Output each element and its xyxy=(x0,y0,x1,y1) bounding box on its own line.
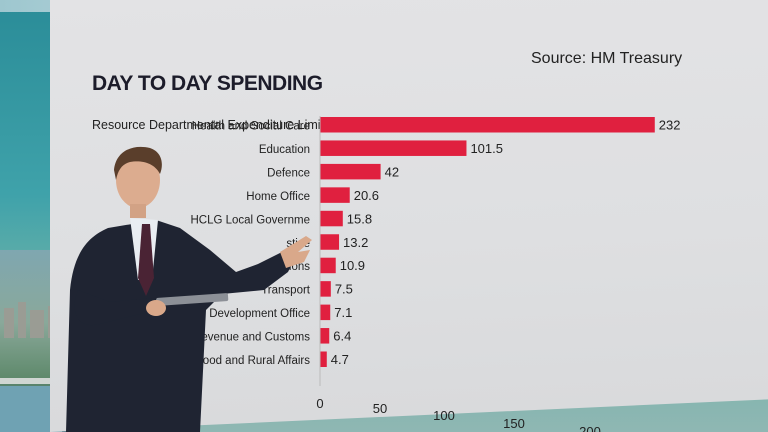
bar-value-label: 4.7 xyxy=(331,352,349,367)
backdrop-building xyxy=(18,302,26,338)
bar xyxy=(320,304,331,321)
bar xyxy=(320,210,343,227)
category-label: HCLG Local Governme xyxy=(190,214,310,226)
bar-value-label: 6.4 xyxy=(333,329,351,344)
presenter-figure xyxy=(66,146,312,432)
backdrop-building xyxy=(4,308,14,338)
bar-value-label: 7.5 xyxy=(335,282,353,297)
category-label: Defence xyxy=(267,167,310,179)
x-tick-label: 0 xyxy=(316,396,323,411)
category-label: Transport xyxy=(261,285,311,297)
category-label: Home Office xyxy=(246,191,310,203)
bar-value-label: 101.5 xyxy=(470,141,503,156)
category-label: h and Development Office xyxy=(177,308,310,320)
x-tick-label: 100 xyxy=(433,408,455,423)
bar xyxy=(320,187,350,203)
category-label: Health and Social Care xyxy=(192,121,310,133)
bar xyxy=(320,351,327,367)
bar xyxy=(320,163,381,180)
bar xyxy=(320,234,340,250)
category-label: nt, Food and Rural Affairs xyxy=(180,355,310,367)
bar xyxy=(320,281,331,297)
category-label: Education xyxy=(259,144,310,156)
x-tick-label: 150 xyxy=(503,416,525,431)
bar xyxy=(320,328,330,344)
chart-title: DAY TO DAY SPENDING xyxy=(92,72,323,95)
bar-value-label: 42 xyxy=(385,164,399,179)
bar-value-label: 13.2 xyxy=(343,235,368,250)
bar-value-label: 10.9 xyxy=(340,258,365,273)
bar xyxy=(320,257,336,274)
category-label: M Revenue and Customs xyxy=(180,332,310,344)
bar-value-label: 20.6 xyxy=(354,188,379,203)
backdrop-building xyxy=(30,310,44,338)
backdrop-bridge xyxy=(0,378,62,384)
x-tick-label: 50 xyxy=(373,401,387,416)
bar-value-label: 7.1 xyxy=(334,305,352,320)
bar-value-label: 15.8 xyxy=(347,211,372,226)
bar xyxy=(320,140,467,156)
x-tick-label: 200 xyxy=(579,424,601,432)
bar xyxy=(320,117,655,133)
chart-source: Source: HM Treasury xyxy=(531,50,683,67)
bar-value-label: 232 xyxy=(659,118,681,133)
